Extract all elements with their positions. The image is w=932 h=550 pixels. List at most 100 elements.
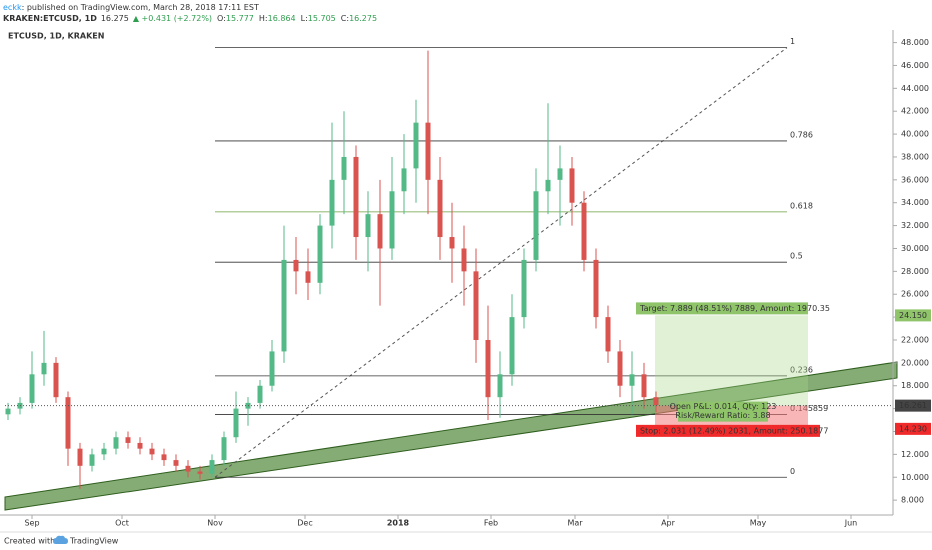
chart-title: ETCUSD, 1D, KRAKEN — [8, 32, 104, 41]
candle-body — [617, 351, 623, 386]
candle-body — [161, 454, 167, 461]
x-tick-label: 2018 — [387, 519, 410, 528]
fib-label: 1 — [790, 37, 795, 46]
candle-body — [341, 156, 347, 180]
y-tick-label: 46.000 — [901, 61, 929, 70]
y-tick-label: 28.000 — [901, 267, 929, 276]
candle-body — [125, 437, 131, 443]
symbol-line: KRAKEN:ETCUSD, 1D 16.275 ▲ +0.431 (+2.72%)… — [3, 14, 377, 23]
y-tick-label: 48.000 — [901, 38, 929, 47]
candle-body — [77, 448, 83, 466]
y-tick-label: 44.000 — [901, 84, 929, 93]
candle-body — [629, 374, 635, 386]
ohlc-label: C: — [341, 14, 349, 23]
price-badge-label: 14.230 — [899, 424, 927, 433]
x-tick-label: Nov — [207, 519, 223, 528]
y-tick-label: 10.000 — [901, 473, 929, 482]
candle-body — [209, 460, 215, 474]
y-tick-label: 42.000 — [901, 107, 929, 116]
candle-body — [377, 214, 383, 249]
symbol: KRAKEN:ETCUSD, 1D — [3, 14, 97, 23]
y-tick-label: 12.000 — [901, 450, 929, 459]
candle-body — [509, 317, 515, 375]
change: ▲ +0.431 (+2.72%) — [133, 14, 212, 23]
x-tick-label: Sep — [24, 519, 39, 528]
y-tick-label: 22.000 — [901, 335, 929, 344]
ohlc-label: H: — [259, 14, 268, 23]
y-tick-label: 8.000 — [901, 496, 924, 505]
x-tick-label: May — [750, 519, 767, 528]
candle-body — [269, 351, 275, 386]
ohlc-value: 15.777 — [226, 14, 254, 23]
candle-body — [605, 317, 611, 352]
candle-body — [221, 437, 227, 461]
trend-channel — [4, 361, 898, 511]
x-tick-label: Jun — [844, 519, 858, 528]
candle-body — [173, 460, 179, 466]
candle-body — [281, 259, 287, 352]
published: : published on TradingView.com, March 28… — [22, 3, 259, 12]
candle-body — [65, 397, 71, 449]
candle-body — [581, 202, 587, 260]
price-badge — [895, 399, 931, 412]
candle-body — [257, 385, 263, 403]
x-tick-label: Dec — [297, 519, 312, 528]
candle-body — [41, 362, 47, 375]
ohlc-label: L: — [301, 14, 308, 23]
stop-label-bg — [636, 424, 820, 437]
candle-body — [29, 374, 35, 403]
candle-body — [593, 259, 599, 318]
fib-label: 0.786 — [790, 130, 813, 139]
price-badge — [895, 422, 931, 435]
plot: 0 0.145859 0.236 0.5 0.618 0.786 1 Target: 7.88… — [5, 37, 893, 489]
candle-body — [521, 259, 527, 318]
candle-body — [137, 442, 143, 449]
ohlc-value: 16.275 — [349, 14, 377, 23]
ratio-label: Risk/Reward Ratio: 3.88 — [675, 411, 770, 420]
candle-body — [197, 471, 203, 474]
fib-label: 0.618 — [790, 201, 813, 210]
candle-body — [557, 168, 563, 180]
price: 16.275 — [101, 14, 129, 23]
y-tick-label: 26.000 — [901, 290, 929, 299]
candle-body — [449, 237, 455, 249]
candle-body — [545, 179, 551, 192]
target-label: Target: 7.889 (48.51%) 7889, Amount: 197… — [639, 304, 830, 313]
target-label-bg — [636, 302, 808, 315]
x-tick-label: Mar — [567, 519, 583, 528]
pnl-label: Open P&L: 0.014, Qty: 123 — [670, 402, 777, 411]
candle-body — [365, 214, 371, 238]
header-line: eckk: published on TradingView.com, Marc… — [3, 3, 259, 12]
price-badge-label: 24.150 — [899, 311, 927, 320]
x-tick-label: Feb — [484, 519, 498, 528]
candle-body — [569, 168, 575, 203]
footer-brand[interactable]: TradingView — [69, 537, 119, 546]
author[interactable]: eckk — [3, 3, 22, 12]
candle-body — [113, 437, 119, 449]
candle-body — [317, 225, 323, 283]
ohlc-value: 16.864 — [268, 14, 296, 23]
candle-body — [389, 191, 395, 249]
footer-created: Created with — [4, 537, 55, 546]
candle-body — [329, 179, 335, 226]
candle-body — [5, 408, 11, 415]
candle-body — [485, 339, 491, 398]
candle-body — [305, 271, 311, 283]
candle-body — [497, 374, 503, 398]
fib-label: 0.5 — [790, 252, 803, 261]
y-tick-label: 36.000 — [901, 175, 929, 184]
x-tick-label: Oct — [115, 519, 129, 528]
y-tick-label: 18.000 — [901, 381, 929, 390]
x-tick-label: Apr — [661, 519, 676, 528]
candle-body — [641, 374, 647, 398]
candle-body — [233, 408, 239, 438]
candle-body — [437, 179, 443, 238]
ohlc-label: O: — [217, 14, 226, 23]
brand-logo — [53, 535, 68, 544]
y-tick-label: 38.000 — [901, 152, 929, 161]
fib-label: 0.236 — [790, 365, 813, 374]
candle-body — [413, 122, 419, 169]
candle-body — [461, 248, 467, 272]
